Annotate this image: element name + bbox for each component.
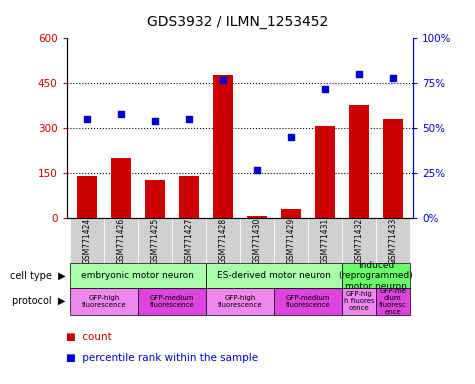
Bar [213,75,233,218]
Bar [308,218,342,263]
Text: GFP-high
fluorescence: GFP-high fluorescence [218,295,262,308]
Text: induced
(reprogrammed)
motor neuron: induced (reprogrammed) motor neuron [339,261,413,291]
Bar [349,105,369,218]
Point [253,167,261,173]
Bar [70,263,206,288]
Text: GSM771424: GSM771424 [82,218,91,264]
Bar [138,218,172,263]
Text: GSM771429: GSM771429 [286,218,295,264]
Text: ES-derived motor neuron: ES-derived motor neuron [217,271,331,280]
Point [321,86,329,92]
Text: GSM771428: GSM771428 [218,218,228,264]
Text: GFP-medium
fluorescence: GFP-medium fluorescence [285,295,330,308]
Text: cell type  ▶: cell type ▶ [10,271,66,281]
Text: GFP-high
fluorescence: GFP-high fluorescence [82,295,126,308]
Text: embryonic motor neuron: embryonic motor neuron [81,271,194,280]
Bar [314,126,335,218]
Bar [281,209,301,218]
Text: GSM771433: GSM771433 [389,218,398,264]
Bar [240,218,274,263]
Bar [172,218,206,263]
Bar [274,288,342,315]
Point [355,71,362,78]
Point [151,118,159,124]
Bar [206,263,342,288]
Point [185,116,193,122]
Point [219,77,227,83]
Bar [76,176,97,218]
Text: GSM771427: GSM771427 [184,218,193,264]
Bar [70,288,138,315]
Text: GSM771431: GSM771431 [320,218,329,264]
Text: GSM771426: GSM771426 [116,218,125,264]
Point [389,75,397,81]
Bar [70,218,104,263]
Bar [145,180,165,218]
Bar [138,288,206,315]
Bar [111,159,131,218]
Bar [206,288,274,315]
Text: GFP-hig
h fluores
cence: GFP-hig h fluores cence [343,291,374,311]
Text: GSM771425: GSM771425 [151,218,160,264]
Text: protocol  ▶: protocol ▶ [12,296,66,306]
Text: GSM771430: GSM771430 [252,218,261,264]
Text: ■  count: ■ count [66,332,112,342]
Bar [179,176,199,218]
Bar [206,218,240,263]
Bar [342,263,410,288]
Bar [247,216,267,218]
Text: GFP-medium
fluorescence: GFP-medium fluorescence [150,295,194,308]
Bar [376,218,410,263]
Text: GSM771432: GSM771432 [354,218,363,264]
Bar [383,119,403,218]
Text: ■  percentile rank within the sample: ■ percentile rank within the sample [66,353,258,363]
Point [83,116,91,122]
Bar [342,288,376,315]
Point [117,111,125,117]
Bar [342,218,376,263]
Point [287,134,294,141]
Text: GDS3932 / ILMN_1253452: GDS3932 / ILMN_1253452 [147,15,328,29]
Bar [274,218,308,263]
Bar [376,288,410,315]
Bar [104,218,138,263]
Text: GFP-me
dium
fluoresc
ence: GFP-me dium fluoresc ence [379,288,407,315]
